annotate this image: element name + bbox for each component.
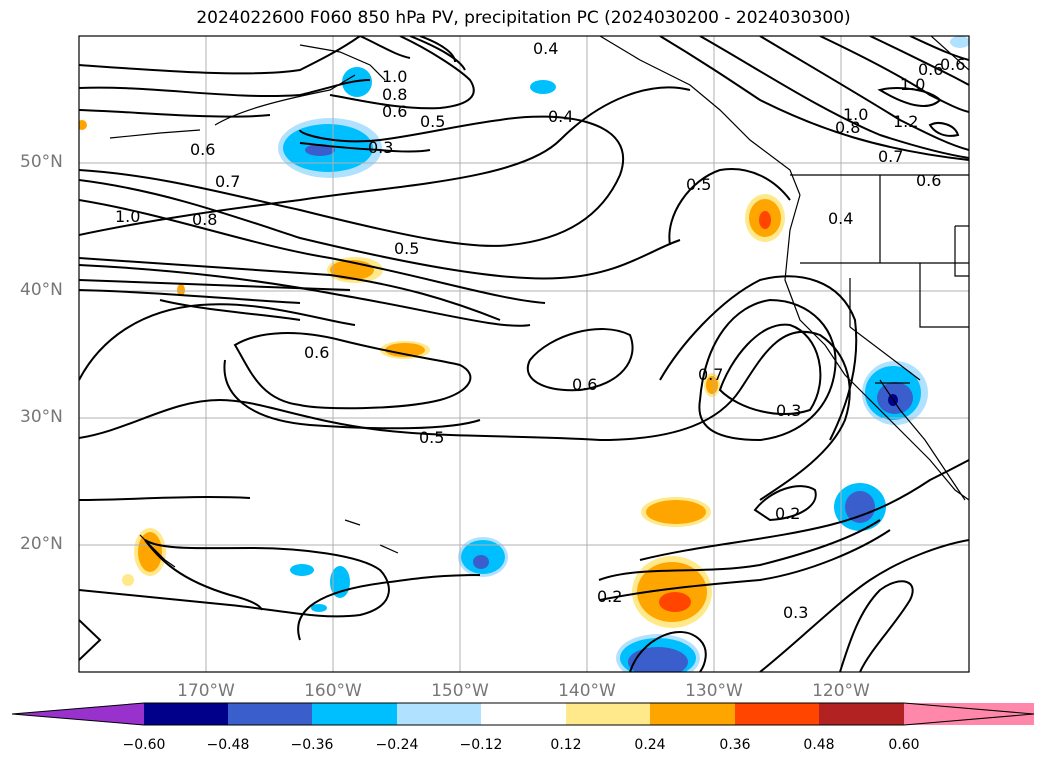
lon-label: 130°W (685, 681, 743, 701)
colorbar-segment (735, 703, 819, 725)
colorbar-tick-label: −0.36 (290, 737, 334, 753)
contour-label: 0.8 (382, 85, 407, 104)
contour-label: 1.0 (900, 75, 925, 94)
lon-label: 170°W (177, 681, 235, 701)
colorbar-segment (566, 703, 650, 725)
lat-label: 50°N (20, 152, 63, 172)
contour-label: 0.6 (916, 171, 941, 190)
contour-label: 0.5 (419, 428, 444, 447)
colorbar-tick-label: −0.12 (459, 737, 503, 753)
contour-label: 0.2 (775, 504, 800, 523)
lat-label: 30°N (20, 407, 63, 427)
contour-label: 0.7 (878, 147, 903, 166)
contour-label: 0.5 (686, 175, 711, 194)
contour-label: 0.3 (776, 401, 801, 420)
contour-label: 0.4 (533, 39, 558, 58)
colorbar (11, 702, 1035, 726)
map-frame (78, 35, 970, 673)
colorbar-tick-label: −0.48 (206, 737, 250, 753)
lon-label: 120°W (812, 681, 870, 701)
colorbar-tick-label: −0.24 (375, 737, 419, 753)
contour-label: 0.3 (368, 138, 393, 157)
contour-label: 1.0 (382, 67, 407, 86)
contour-label: 1.0 (843, 105, 868, 124)
contour-label: 0.4 (548, 107, 573, 126)
colorbar-segment (397, 703, 481, 725)
coastlines (109, 36, 969, 568)
colorbar-segment (481, 703, 566, 725)
contour-label: 0.6 (918, 60, 943, 79)
map-plot-area (79, 36, 969, 672)
contour-label: 0.8 (192, 210, 217, 229)
contour-label: 0.6 (572, 375, 597, 394)
contour-label: 0.7 (698, 365, 723, 384)
lon-label: 150°W (431, 681, 489, 701)
colorbar-tick-label: 0.12 (550, 737, 582, 753)
contour-label: 0.4 (828, 209, 853, 228)
colorbar-segment (144, 703, 228, 725)
lat-label: 20°N (20, 534, 63, 554)
lon-label: 140°W (558, 681, 616, 701)
colorbar-tick-label: 0.36 (719, 737, 751, 753)
colorbar-segment (312, 703, 397, 725)
colorbar-extend-high (904, 703, 1034, 725)
contour-label: 0.8 (835, 118, 860, 137)
contour-label: 0.6 (382, 102, 407, 121)
contour-label: 0.3 (783, 603, 808, 622)
contour-label: 0.2 (597, 587, 622, 606)
contour-label: 1.2 (893, 112, 918, 131)
colorbar-segment (650, 703, 735, 725)
lon-label: 160°W (304, 681, 362, 701)
contour-labels: 0.4 1.0 0.8 0.6 0.5 0.4 0.3 0.6 0.7 1.0 … (115, 39, 965, 622)
colorbar-tick-label: −0.60 (122, 737, 166, 753)
colorbar-segment (819, 703, 904, 725)
colorbar-segment (228, 703, 312, 725)
contour-label: 0.5 (394, 239, 419, 258)
contour-label: 0.7 (215, 172, 240, 191)
contour-label: 0.6 (190, 140, 215, 159)
graticule (79, 36, 969, 672)
contour-label: 0.6 (940, 55, 965, 74)
map-title: 2024022600 F060 850 hPa PV, precipitatio… (196, 8, 851, 28)
contour-label: 0.5 (420, 112, 445, 131)
colorbar-tick-label: 0.60 (888, 737, 920, 753)
colorbar-extend-low (12, 703, 144, 725)
colorbar-tick-label: 0.24 (634, 737, 666, 753)
colorbar-tick-label: 0.48 (803, 737, 835, 753)
contour-label: 0.6 (304, 343, 329, 362)
lat-label: 40°N (20, 280, 63, 300)
contour-label: 1.0 (115, 207, 140, 226)
pv-contours (79, 36, 969, 672)
